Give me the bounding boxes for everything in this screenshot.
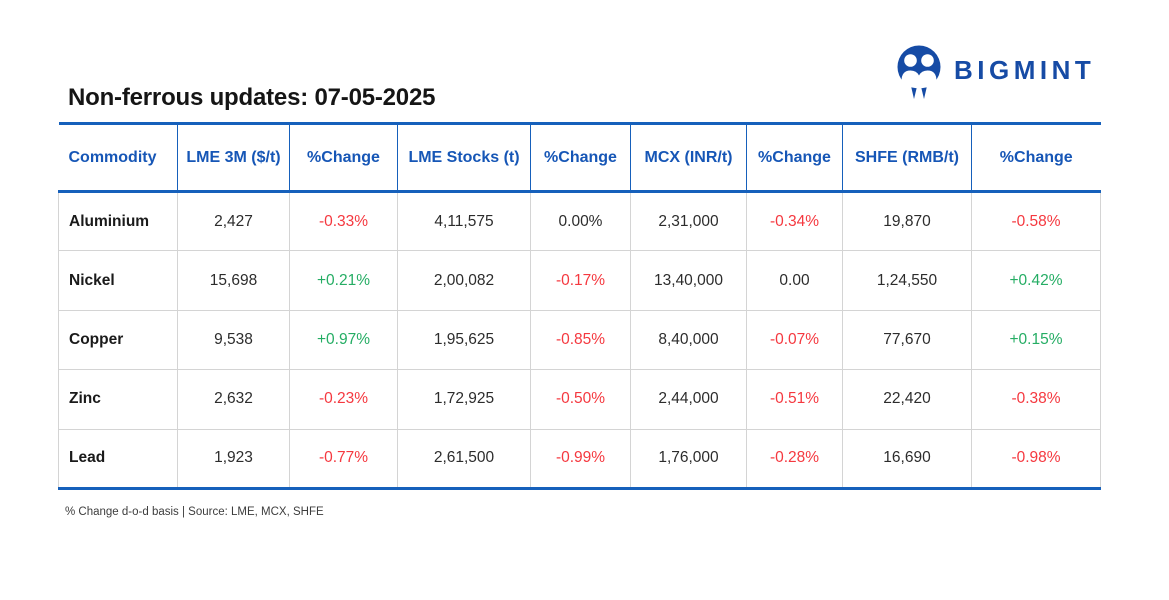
column-header-mcx-change: %Change xyxy=(746,123,843,193)
column-header-lme-3m-change: %Change xyxy=(289,123,398,193)
value-cell: -0.38% xyxy=(971,369,1101,430)
table-header-row: Commodity LME 3M ($/t) %Change LME Stock… xyxy=(58,123,1101,193)
value-cell: 8,40,000 xyxy=(630,309,747,371)
value-cell: -0.50% xyxy=(530,369,631,430)
value-cell: 19,870 xyxy=(842,190,972,252)
value-cell: -0.23% xyxy=(289,369,398,430)
value-cell: -0.28% xyxy=(746,428,843,489)
column-header-lme-stocks-change: %Change xyxy=(530,123,631,193)
value-cell: 2,427 xyxy=(177,190,290,252)
value-cell: 1,923 xyxy=(177,428,290,489)
value-cell: -0.99% xyxy=(530,428,631,489)
column-header-shfe: SHFE (RMB/t) xyxy=(842,123,972,193)
table-row-aluminium: Aluminium 2,427 -0.33% 4,11,575 0.00% 2,… xyxy=(58,190,1101,252)
commodity-cell: Lead xyxy=(58,428,178,489)
value-cell: 1,72,925 xyxy=(397,369,531,430)
page-title: Non-ferrous updates: 07-05-2025 xyxy=(68,84,436,111)
bigmint-logo-icon xyxy=(897,45,941,99)
column-header-commodity: Commodity xyxy=(58,123,178,193)
value-cell: 2,44,000 xyxy=(630,369,747,430)
value-cell: 9,538 xyxy=(177,309,290,371)
value-cell: 0.00 xyxy=(746,250,843,311)
value-cell: -0.51% xyxy=(746,369,843,430)
value-cell: 16,690 xyxy=(842,428,972,489)
table-row-lead: Lead 1,923 -0.77% 2,61,500 -0.99% 1,76,0… xyxy=(58,428,1101,489)
column-header-mcx: MCX (INR/t) xyxy=(630,123,747,193)
column-header-lme-stocks: LME Stocks (t) xyxy=(397,123,531,193)
value-cell: 15,698 xyxy=(177,250,290,311)
value-cell: 4,11,575 xyxy=(397,190,531,252)
commodity-cell: Zinc xyxy=(58,369,178,430)
commodity-cell: Copper xyxy=(58,309,178,371)
table-row-zinc: Zinc 2,632 -0.23% 1,72,925 -0.50% 2,44,0… xyxy=(58,369,1101,430)
value-cell: 2,31,000 xyxy=(630,190,747,252)
value-cell: -0.17% xyxy=(530,250,631,311)
value-cell: +0.15% xyxy=(971,309,1101,371)
value-cell: 77,670 xyxy=(842,309,972,371)
value-cell: 2,61,500 xyxy=(397,428,531,489)
value-cell: 1,95,625 xyxy=(397,309,531,371)
value-cell: -0.85% xyxy=(530,309,631,371)
table-row-nickel: Nickel 15,698 +0.21% 2,00,082 -0.17% 13,… xyxy=(58,250,1101,311)
value-cell: +0.97% xyxy=(289,309,398,371)
brand-name: BIGMINT xyxy=(954,55,1096,85)
column-header-lme-3m: LME 3M ($/t) xyxy=(177,123,290,193)
value-cell: -0.07% xyxy=(746,309,843,371)
value-cell: -0.58% xyxy=(971,190,1101,252)
value-cell: 0.00% xyxy=(530,190,631,252)
value-cell: 13,40,000 xyxy=(630,250,747,311)
value-cell: +0.42% xyxy=(971,250,1101,311)
commodity-table: Commodity LME 3M ($/t) %Change LME Stock… xyxy=(58,122,1101,490)
value-cell: -0.98% xyxy=(971,428,1101,489)
table-row-copper: Copper 9,538 +0.97% 1,95,625 -0.85% 8,40… xyxy=(58,309,1101,371)
value-cell: -0.33% xyxy=(289,190,398,252)
commodity-cell: Nickel xyxy=(58,250,178,311)
value-cell: 22,420 xyxy=(842,369,972,430)
brand-logo: BIGMINT xyxy=(893,44,1095,100)
value-cell: -0.34% xyxy=(746,190,843,252)
commodity-cell: Aluminium xyxy=(58,190,178,252)
footnote: % Change d-o-d basis | Source: LME, MCX,… xyxy=(65,506,324,518)
value-cell: +0.21% xyxy=(289,250,398,311)
value-cell: 2,632 xyxy=(177,369,290,430)
value-cell: 1,24,550 xyxy=(842,250,972,311)
column-header-shfe-change: %Change xyxy=(971,123,1101,193)
value-cell: 2,00,082 xyxy=(397,250,531,311)
value-cell: -0.77% xyxy=(289,428,398,489)
value-cell: 1,76,000 xyxy=(630,428,747,489)
